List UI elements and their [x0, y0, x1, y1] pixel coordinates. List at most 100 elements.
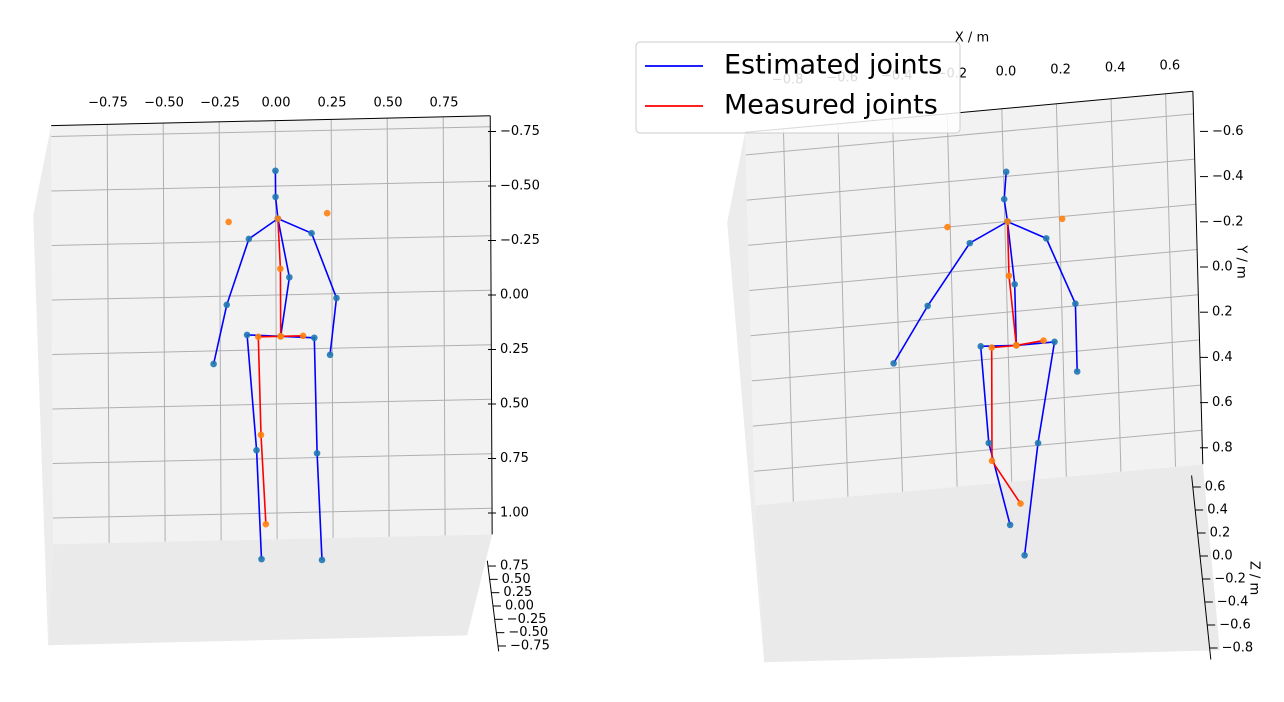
joint-marker — [1012, 342, 1020, 349]
grid-line — [51, 289, 492, 301]
joint-marker — [223, 301, 231, 309]
grid-line — [386, 118, 390, 537]
joint-marker — [313, 449, 321, 457]
grid-line — [749, 249, 1198, 291]
z-axis-line — [486, 560, 500, 652]
joint-marker — [299, 332, 307, 340]
x-tick-label: 0.2 — [1050, 63, 1071, 78]
x-tick-label: −0.50 — [144, 96, 184, 111]
x-tick-label: 0.0 — [996, 65, 1017, 80]
joint-marker — [258, 555, 265, 563]
y-tick-label: −0.2 — [1212, 214, 1244, 229]
joint-marker — [890, 360, 897, 367]
z-tick-label: −0.4 — [1217, 595, 1249, 610]
grid-line — [892, 118, 903, 492]
x-axis-line — [51, 115, 491, 127]
joint-marker — [1073, 368, 1081, 375]
y-tick-label: −0.50 — [500, 179, 540, 194]
joint-marker — [310, 334, 318, 342]
joint-marker — [1017, 500, 1024, 507]
y-tick-label: 0.8 — [1212, 440, 1233, 455]
grid-line — [752, 384, 1201, 427]
joint-marker — [286, 273, 293, 281]
joint-marker — [253, 446, 260, 454]
y-tick-label: 1.00 — [500, 506, 529, 521]
joint-marker — [243, 331, 251, 339]
legend-box — [635, 41, 961, 134]
side-pane — [33, 125, 54, 646]
joint-marker — [1058, 215, 1066, 223]
grid-line — [51, 126, 491, 137]
joint-marker — [277, 333, 284, 340]
x-tick-label: 0.25 — [318, 96, 347, 111]
grid-line — [754, 429, 1202, 472]
y-tick-label: 0.0 — [1212, 260, 1233, 275]
joint-marker — [225, 218, 232, 226]
grid-line — [51, 235, 491, 246]
joint-marker — [1005, 272, 1013, 280]
joint-marker — [1011, 281, 1018, 288]
z-tick-label: 0.2 — [1210, 526, 1231, 541]
grid-line — [52, 453, 492, 464]
grid-line — [52, 398, 492, 410]
grid-line — [442, 116, 446, 536]
z-tick-label: −0.50 — [508, 625, 548, 640]
joint-marker — [257, 431, 265, 439]
z-tick-label: 0.0 — [1212, 549, 1233, 564]
joint-marker — [966, 239, 974, 247]
z-axis-label: Z / m — [1247, 561, 1262, 595]
joint-marker — [985, 439, 993, 447]
joint-marker — [333, 294, 340, 302]
x-tick-label: 0.50 — [374, 96, 403, 111]
z-tick-label: 0.50 — [502, 572, 531, 587]
x-tick-label: 0.00 — [262, 96, 291, 111]
x-tick-label: 0.6 — [1159, 59, 1180, 74]
z-tick-label: −0.25 — [507, 612, 547, 627]
grid-line — [750, 294, 1199, 337]
grid-line — [751, 339, 1200, 382]
joint-marker — [1002, 168, 1010, 176]
joint-marker — [924, 302, 931, 310]
x-tick-label: −0.75 — [88, 96, 128, 111]
z-tick-label: 0.00 — [505, 599, 534, 614]
joint-marker — [272, 193, 279, 201]
y-tick-label: 0.50 — [500, 397, 529, 412]
z-tick-label: −0.75 — [510, 638, 550, 653]
joint-marker — [977, 343, 985, 350]
back-pane — [51, 115, 493, 545]
joint-marker — [988, 344, 996, 351]
z-tick-label: 0.6 — [1205, 480, 1226, 495]
y-tick-label: 0.2 — [1212, 305, 1233, 320]
grid-line — [106, 124, 110, 543]
joint-marker — [210, 360, 217, 368]
z-tick-label: 0.4 — [1207, 503, 1228, 518]
floor-pane — [48, 534, 493, 646]
y-tick-label: −0.25 — [500, 233, 540, 248]
side-pane — [727, 132, 765, 663]
grid-line — [837, 123, 849, 497]
grid-line — [946, 113, 958, 487]
floor-pane — [755, 464, 1220, 663]
x-axis-label: X / m — [955, 31, 989, 46]
joint-marker — [1021, 551, 1028, 559]
z-tick-label: −0.2 — [1214, 572, 1246, 587]
grid-line — [1165, 93, 1176, 467]
grid-line — [51, 180, 491, 192]
y-axis-line — [489, 115, 493, 535]
joint-marker — [262, 520, 270, 528]
y-tick-label: 0.4 — [1212, 350, 1233, 365]
joint-marker — [944, 223, 951, 231]
y-tick-label: −0.4 — [1212, 169, 1244, 184]
joint-marker — [1006, 521, 1014, 529]
joint-marker — [988, 457, 996, 465]
y-tick-label: −0.75 — [500, 124, 540, 139]
legend-label: Estimated joints — [724, 50, 942, 81]
x-tick-label: 0.4 — [1105, 61, 1126, 76]
joint-marker — [1004, 218, 1011, 225]
grid-line — [330, 119, 334, 538]
joint-marker — [274, 215, 282, 222]
z-tick-label: 0.75 — [500, 559, 529, 574]
x-tick-label: −0.25 — [200, 96, 240, 111]
